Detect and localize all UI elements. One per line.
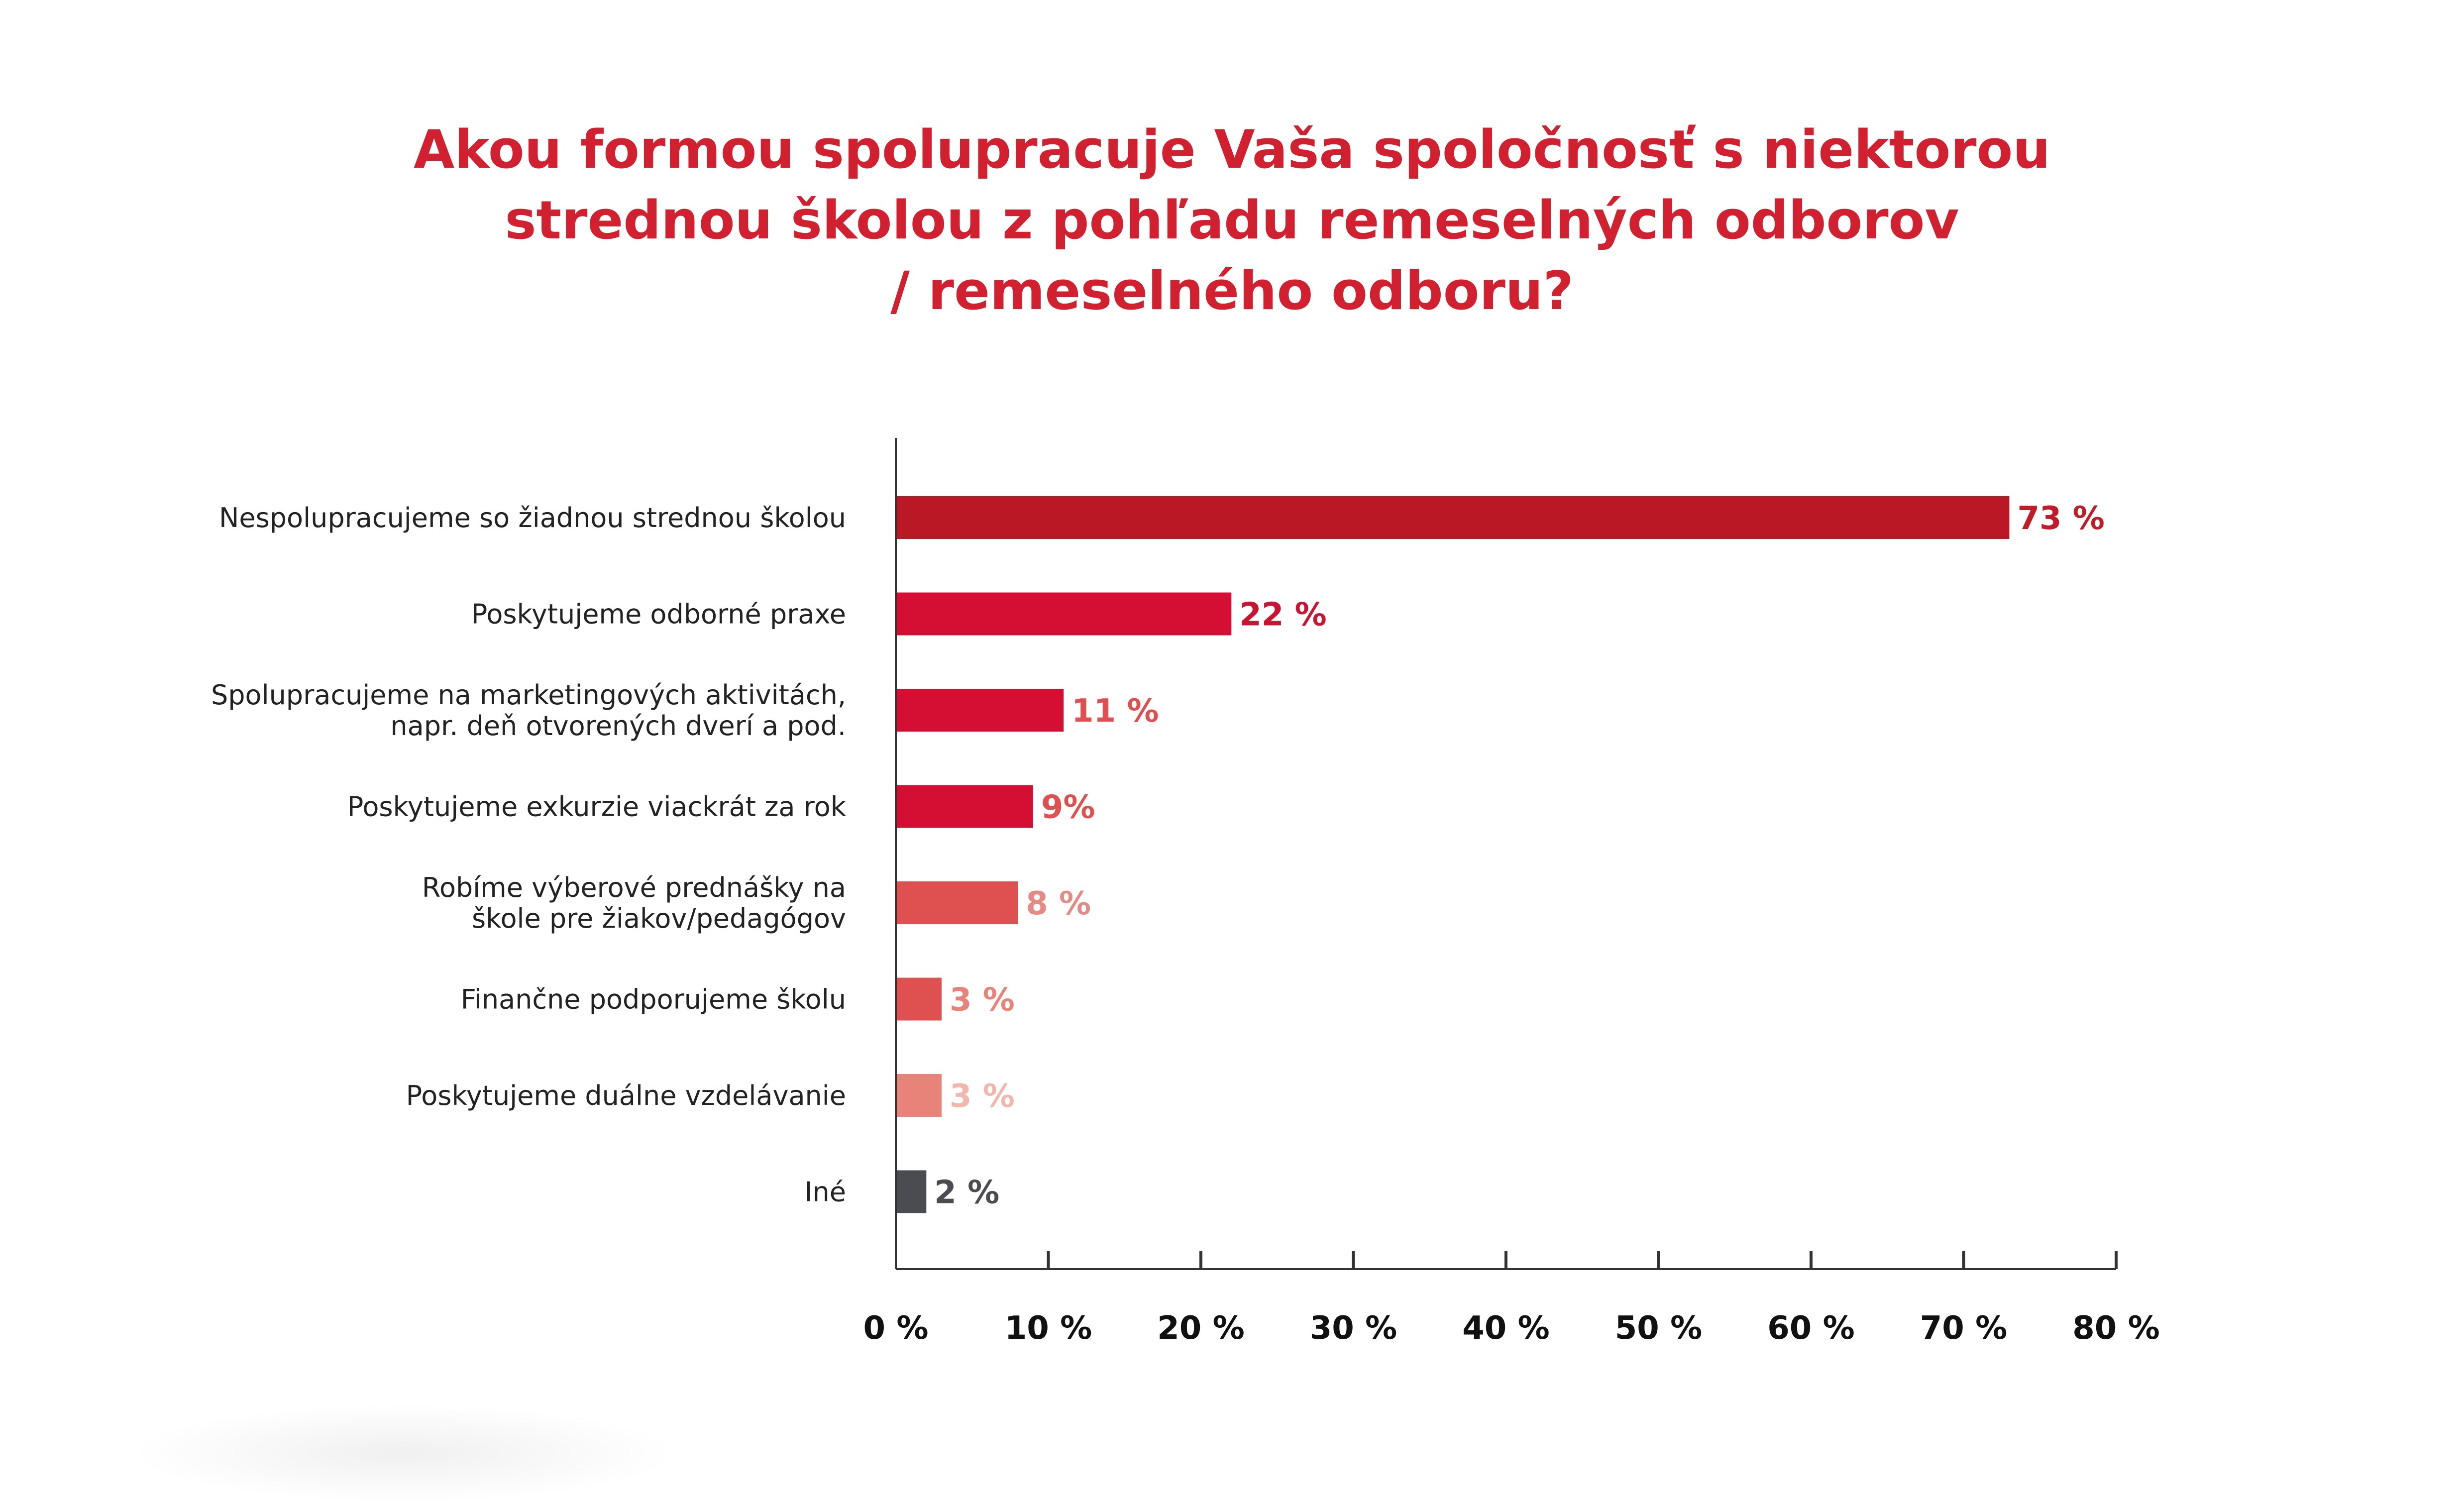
- chart-title-line-1: Akou formou spolupracuje Vaša spoločnosť…: [414, 119, 2050, 180]
- bar-7: [896, 1170, 927, 1213]
- category-label-7: Iné: [805, 1177, 846, 1208]
- category-label-6: Poskytujeme duálne vzdelávanie: [406, 1080, 846, 1111]
- category-label-0: Nespolupracujeme so žiadnou strednou ško…: [219, 502, 846, 534]
- category-label-4-line-0: Robíme výberové prednášky na: [422, 872, 846, 903]
- category-label-2-line-0: Spolupracujeme na marketingových aktivit…: [211, 679, 846, 711]
- value-label-6: 3 %: [950, 1078, 1015, 1115]
- axis-layer: 0 % 10 % 20 % 30 % 40 % 50 % 60 % 70 % 80 %: [863, 438, 2160, 1347]
- category-label-3-line-0: Poskytujeme exkurzie viackrát za rok: [347, 791, 847, 823]
- category-label-1: Poskytujeme odborné praxe: [471, 599, 846, 630]
- x-tick-label-3: 30 %: [1310, 1310, 1397, 1347]
- category-label-7-line-0: Iné: [805, 1177, 846, 1208]
- bar-chart: 73 % Nespolupracujeme so žiadnou strednou…: [211, 438, 2160, 1347]
- category-label-2: Spolupracujeme na marketingových aktivit…: [211, 679, 846, 742]
- value-label-5: 3 %: [950, 982, 1015, 1019]
- x-tick-label-1: 10 %: [1005, 1310, 1092, 1347]
- category-label-4-line-1: škole pre žiakov/pedagógov: [472, 903, 846, 934]
- x-tick-label-5: 50 %: [1615, 1310, 1702, 1347]
- category-label-2-line-1: napr. deň otvorených dverí a pod.: [390, 710, 846, 742]
- bar-5: [896, 977, 942, 1021]
- bars-layer: 73 % Nespolupracujeme so žiadnou strednou…: [211, 496, 2105, 1213]
- x-tick-label-2: 20 %: [1157, 1310, 1244, 1347]
- category-label-6-line-0: Poskytujeme duálne vzdelávanie: [406, 1080, 846, 1111]
- category-label-4: Robíme výberové prednášky na škole pre ži…: [422, 872, 846, 934]
- x-tick-label-0: 0 %: [863, 1310, 929, 1347]
- category-label-1-line-0: Poskytujeme odborné praxe: [471, 599, 846, 630]
- value-label-7: 2 %: [934, 1175, 999, 1211]
- chart-title-line-2: strednou školou z pohľadu remeselných od…: [505, 190, 1959, 251]
- category-label-5: Finančne podporujeme školu: [461, 984, 846, 1015]
- bar-6: [896, 1074, 942, 1117]
- bar-1: [896, 592, 1232, 636]
- x-tick-label-4: 40 %: [1462, 1310, 1549, 1347]
- value-label-2: 11 %: [1071, 693, 1159, 730]
- corner-shadow: [129, 1403, 677, 1503]
- value-label-3: 9%: [1041, 789, 1095, 826]
- bar-2: [896, 689, 1064, 732]
- value-label-4: 8 %: [1026, 885, 1091, 922]
- value-label-1: 22 %: [1239, 597, 1326, 634]
- bar-3: [896, 785, 1033, 828]
- category-label-3: Poskytujeme exkurzie viackrát za rok: [347, 791, 847, 823]
- bar-0: [896, 496, 2010, 539]
- chart-title: Akou formou spolupracuje Vaša spoločnosť…: [0, 114, 2464, 326]
- chart-title-line-3: / remeselného odboru?: [890, 260, 1574, 322]
- category-label-0-line-0: Nespolupracujeme so žiadnou strednou ško…: [219, 502, 846, 534]
- bar-4: [896, 881, 1018, 924]
- value-label-0: 73 %: [2017, 500, 2104, 537]
- x-tick-label-8: 80 %: [2072, 1310, 2159, 1347]
- x-tick-label-7: 70 %: [1920, 1310, 2007, 1347]
- category-label-5-line-0: Finančne podporujeme školu: [461, 984, 846, 1015]
- x-tick-label-6: 60 %: [1767, 1310, 1854, 1347]
